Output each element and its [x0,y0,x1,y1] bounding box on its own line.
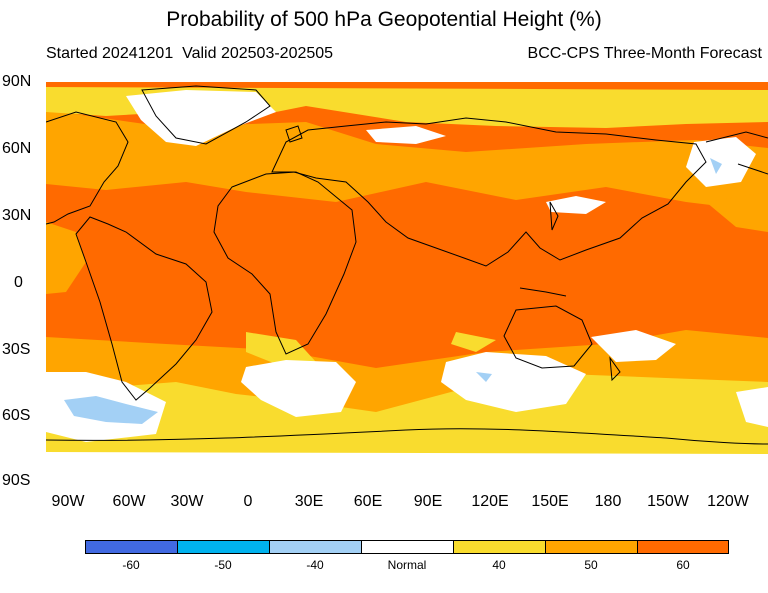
lon-label-0: 0 [243,493,253,510]
lon-label-60w: 60W [112,493,146,510]
lat-label-eq: 0 [14,274,23,291]
legend-swatch [85,540,178,554]
lon-label-180: 180 [594,493,622,510]
lat-label-60s: 60S [2,407,31,424]
lat-label-30s: 30S [2,341,31,358]
lat-label-60n: 60N [2,140,32,157]
low-probability-zones [46,87,768,472]
map-title: Probability of 500 hPa Geopotential Heig… [166,8,602,31]
lon-label-90e: 90E [413,493,443,510]
lon-label-150w: 150W [647,493,689,510]
legend-swatch [453,540,546,554]
probability-map [46,82,768,472]
legend-label: 40 [492,558,506,572]
legend-label: 60 [676,558,690,572]
lon-label-90w: 90W [51,493,85,510]
lon-label-120e: 120E [471,493,509,510]
forecast-period: Started 20241201 Valid 202503-202505 [46,45,334,62]
lon-label-30e: 30E [294,493,324,510]
lat-label-90n: 90N [2,73,32,90]
legend-swatch [177,540,270,554]
legend-label: -60 [122,558,140,572]
lat-label-30n: 30N [2,207,32,224]
legend-label: Normal [387,558,427,572]
coastlines [46,85,768,445]
forecast-model: BCC-CPS Three-Month Forecast [527,45,762,62]
lon-label-120w: 120W [707,493,749,510]
legend-label: -40 [306,558,324,572]
legend-swatch [269,540,362,554]
lon-label-30w: 30W [170,493,204,510]
lon-label-150e: 150E [531,493,569,510]
legend-swatch [545,540,638,554]
lon-label-60e: 60E [353,493,383,510]
below-normal-zones [64,158,722,424]
legend-swatch [361,540,454,554]
lat-label-90s: 90S [2,472,31,489]
legend-label: 50 [584,558,598,572]
legend-label: -50 [214,558,232,572]
normal-zones [46,90,768,472]
legend-swatch [637,540,729,554]
